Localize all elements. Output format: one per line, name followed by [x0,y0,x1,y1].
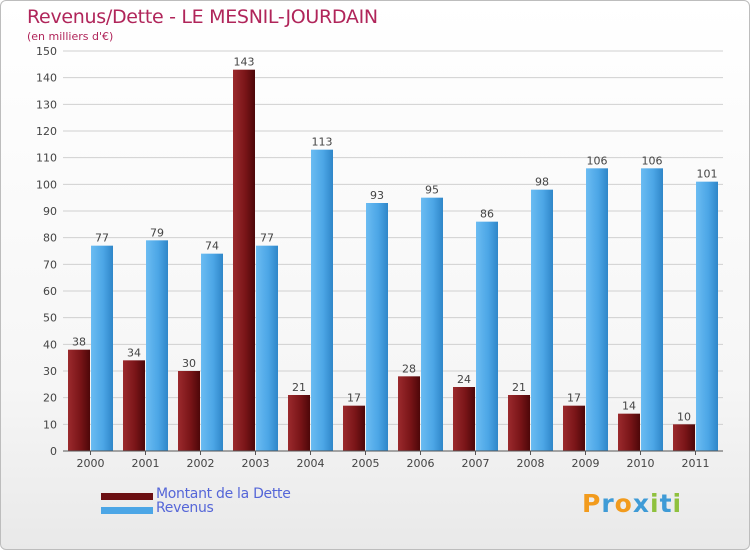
y-tick-label: 60 [43,285,57,298]
bar-debt [343,405,365,451]
data-label-revenue: 86 [480,208,494,221]
y-tick-label: 50 [43,312,57,325]
data-label-revenue: 74 [205,240,219,253]
y-tick-label: 110 [36,152,57,165]
y-tick-label: 130 [36,98,57,111]
x-tick-label: 2007 [462,457,490,470]
data-label-debt: 28 [402,362,416,375]
legend-swatch-revenue [101,507,153,514]
bar-debt [398,376,420,451]
data-label-revenue: 77 [95,232,109,245]
x-tick-label: 2008 [517,457,545,470]
bar-revenue [256,245,278,451]
bar-revenue [421,197,443,451]
y-tick-label: 30 [43,365,57,378]
logo-letter: o [614,489,633,518]
x-tick-label: 2003 [242,457,270,470]
y-tick-label: 140 [36,72,57,85]
x-tick-label: 2011 [682,457,710,470]
data-label-revenue: 101 [697,168,718,181]
bar-revenue [586,168,608,452]
bar-revenue [531,189,553,451]
bar-revenue [311,149,333,451]
x-tick-label: 2005 [352,457,380,470]
bar-debt [453,387,475,451]
y-tick-label: 0 [50,445,57,458]
logo-letter: P [582,489,602,518]
data-label-revenue: 93 [370,189,384,202]
y-tick-label: 120 [36,125,57,138]
x-tick-label: 2009 [572,457,600,470]
data-label-debt: 24 [457,373,471,386]
bar-revenue [201,253,223,451]
bar-debt [123,360,145,451]
data-label-revenue: 106 [642,154,663,167]
bar-revenue [146,240,168,451]
bar-debt [68,349,90,451]
data-label-revenue: 113 [312,136,333,149]
y-tick-label: 150 [36,45,57,58]
x-tick-label: 2010 [627,457,655,470]
data-label-revenue: 106 [587,154,608,167]
logo-letter: r [601,489,615,518]
proxiti-logo: Proxiti [582,489,682,518]
data-label-revenue: 79 [150,226,164,239]
y-tick-label: 90 [43,205,57,218]
bar-debt [288,395,310,451]
logo-letter: x [632,489,650,518]
x-tick-label: 2004 [297,457,325,470]
data-label-revenue: 95 [425,184,439,197]
data-label-debt: 17 [567,392,581,405]
y-tick-label: 80 [43,232,57,245]
y-axis-ticks: 0 10 20 30 40 50 60 70 80 90 100 110 120 130 140 150 [36,45,57,458]
x-axis-ticks: 2000 2001 2002 2003 2004 2005 2006 2007 2008 2009… [77,451,710,470]
chart-subtitle: (en milliers d'€) [27,30,114,43]
x-tick-label: 2001 [132,457,160,470]
bars [68,69,718,452]
bar-debt [673,424,695,451]
data-label-debt: 38 [72,336,86,349]
bar-revenue [476,221,498,451]
y-tick-label: 100 [36,178,57,191]
bar-debt [178,371,200,451]
logo-letter: t [659,489,673,518]
data-label-revenue: 98 [535,176,549,189]
bar-debt [618,413,640,451]
y-tick-label: 70 [43,258,57,271]
data-label-debt: 21 [292,381,306,394]
chart-title: Revenus/Dette - LE MESNIL-JOURDAIN [27,6,378,28]
bar-revenue [696,181,718,451]
bar-debt [563,405,585,451]
bar-revenue [366,203,388,451]
grid-lines [63,50,723,425]
bar-debt [233,69,255,452]
data-label-debt: 143 [234,56,255,69]
data-label-revenue: 77 [260,232,274,245]
data-labels: 38 77 34 79 30 74 143 77 21 113 17 93 28 95 24 86 21 98 17… [72,56,718,424]
legend-label-revenue: Revenus [156,500,214,516]
legend-swatch-debt [101,493,153,500]
logo-letter: i [650,489,660,518]
y-tick-label: 40 [43,338,57,351]
data-label-debt: 14 [622,400,636,413]
data-label-debt: 34 [127,346,141,359]
y-tick-label: 10 [43,418,57,431]
y-tick-label: 20 [43,392,57,405]
x-tick-label: 2000 [77,457,105,470]
data-label-debt: 17 [347,392,361,405]
x-tick-label: 2002 [187,457,215,470]
bar-debt [508,395,530,451]
legend-label-debt: Montant de la Dette [156,486,291,502]
data-label-debt: 21 [512,381,526,394]
bar-revenue [91,245,113,451]
x-tick-label: 2006 [407,457,435,470]
logo-letter: i [672,489,683,518]
bar-revenue [641,168,663,452]
data-label-debt: 30 [182,357,196,370]
data-label-debt: 10 [677,410,691,423]
